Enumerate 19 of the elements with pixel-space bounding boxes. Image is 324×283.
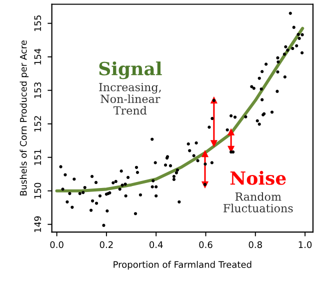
y-tick-label: 150 <box>34 182 42 198</box>
x-tick-label: 0.2 <box>100 241 113 248</box>
x-axis-title: Proportion of Farmland Treated <box>114 260 252 270</box>
x-tick-label: 0.4 <box>150 241 163 248</box>
annotation: Signal <box>99 61 162 80</box>
y-tick-label: 153 <box>34 82 42 98</box>
annotation: Noise <box>230 170 286 185</box>
y-tick-label: 155 <box>34 16 42 31</box>
x-tick-label: 1.0 <box>298 241 312 248</box>
y-tick-label: 154 <box>34 48 42 64</box>
y-tick-label: 151 <box>34 150 42 165</box>
x-tick-label: 0.0 <box>50 241 64 248</box>
y-tick-label: 149 <box>34 216 42 232</box>
annotation: Increasing, Non-linear Trend <box>99 82 161 115</box>
x-tick-label: 0.8 <box>248 241 262 248</box>
x-tick-label: 0.6 <box>199 241 212 248</box>
annotation: Random Fluctuations <box>224 192 293 212</box>
y-tick-label: 152 <box>34 116 42 132</box>
y-axis-title: Bushels of Corn Produced per Acre <box>20 40 29 196</box>
